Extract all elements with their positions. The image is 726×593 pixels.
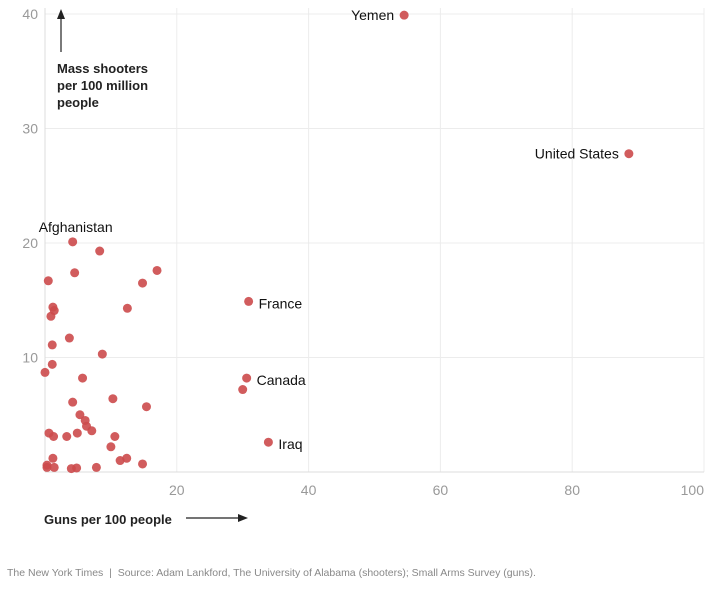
x-tick-label: 80 [564,482,580,498]
data-point [78,373,88,383]
source: Source: Adam Lankford, The University of… [117,567,536,579]
data-point [87,426,97,436]
x-tick-label: 60 [433,482,449,498]
data-point [64,333,74,343]
x-tick-label: 20 [169,482,185,498]
y-tick-label: 40 [22,6,38,22]
data-point [141,402,151,412]
data-point [42,462,52,472]
data-point [49,432,59,442]
data-point [72,428,82,438]
data-point [138,278,148,288]
x-tick-label: 100 [681,482,705,498]
data-point [68,237,78,247]
data-label: Yemen [351,7,394,23]
data-point [46,311,56,321]
separator: | [109,567,112,579]
x-axis-title: Guns per 100 people [44,512,172,527]
y-arrow-head-icon [57,9,65,19]
data-point [108,394,118,404]
data-point [62,432,72,442]
y-axis-title: per 100 million [57,78,148,93]
data-point [242,373,252,383]
data-point [70,268,80,278]
x-arrow-head-icon [238,514,248,522]
data-label: Iraq [278,436,302,452]
footer: The New York Times | Source: Adam Lankfo… [7,567,536,579]
data-point [43,276,53,286]
y-tick-label: 10 [22,350,38,366]
data-point [106,442,116,452]
data-point [238,385,248,395]
scatter-plot: 10 20 30 40 20 40 60 80 100 Mass shooters per 100 … [22,6,705,527]
data-point [48,453,58,463]
data-point [110,432,120,442]
data-point [91,462,101,472]
data-point [399,10,409,20]
data-label: Afghanistan [39,219,113,235]
data-point [122,303,132,313]
data-point [72,463,82,473]
data-point [122,453,132,463]
data-point [244,296,254,306]
data-point [40,367,50,377]
data-point [47,340,57,350]
data-point [95,246,105,256]
data-point [49,462,59,472]
data-point [47,359,57,369]
y-axis-title: people [57,95,99,110]
data-point [68,397,78,407]
data-point [138,459,148,469]
data-point [152,265,162,275]
data-point [97,349,107,359]
data-point [263,437,273,447]
data-label: France [259,295,303,311]
y-tick-label: 20 [22,235,38,251]
data-label: United States [535,146,619,162]
publisher: The New York Times [7,567,104,579]
y-tick-label: 30 [22,121,38,137]
data-point [624,149,634,159]
data-label: Canada [257,372,306,388]
data-point [75,410,85,420]
x-tick-label: 40 [301,482,317,498]
y-axis-title: Mass shooters [57,61,148,76]
